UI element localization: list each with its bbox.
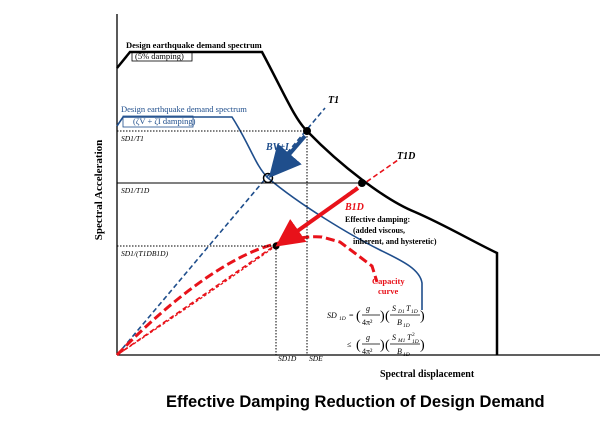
svg-text:): ) <box>420 338 425 353</box>
capacity-label-1: Capacity <box>372 276 405 286</box>
svg-text:1D: 1D <box>403 323 410 329</box>
svg-text:≤: ≤ <box>347 340 352 349</box>
demand-damped-label-box <box>122 115 194 128</box>
svg-text:1D: 1D <box>412 339 419 345</box>
svg-text:): ) <box>380 338 385 353</box>
bvi-label: BV+I <box>265 142 290 153</box>
period-line-t1d <box>116 159 399 356</box>
t1d-label: T1D <box>397 151 415 162</box>
demand-damped-title: Design earthquake demand spectrum <box>121 104 247 114</box>
sd1d-label: SD1D <box>278 354 297 363</box>
damping-note-2: (added viscous, <box>353 226 405 235</box>
bvi-arrow <box>268 134 307 179</box>
point-t1d <box>358 179 366 187</box>
demand-spectrum-damped <box>116 116 423 310</box>
damping-reduction-figure: Spectral Acceleration Spectral displacem… <box>93 14 600 380</box>
x-axis-label: Spectral displacement <box>380 369 475 380</box>
damping-note-3: inherent, and hysteretic) <box>353 237 437 246</box>
svg-text:4π²: 4π² <box>362 347 373 356</box>
svg-text:(: ( <box>385 338 390 353</box>
svg-text:T: T <box>407 333 412 342</box>
svg-text:g: g <box>366 333 370 342</box>
svg-text:T: T <box>406 304 411 313</box>
damping-note-1: Effective damping: <box>345 215 410 224</box>
sd1-t1d-b1d-label: SD1/(T1DB1D) <box>121 249 169 258</box>
sd1-t1d-label: SD1/T1D <box>121 186 150 195</box>
b1d-label: B1D <box>344 202 364 213</box>
t1-label: T1 <box>328 95 339 106</box>
svg-text:2: 2 <box>412 332 415 338</box>
svg-text:(: ( <box>356 309 361 324</box>
demand-damped-sub: (ζV + ζI damping) <box>133 116 196 126</box>
svg-text:(: ( <box>385 309 390 324</box>
svg-text:): ) <box>420 309 425 324</box>
svg-text:B: B <box>397 347 402 356</box>
svg-text:M1: M1 <box>397 338 406 344</box>
svg-text:4π²: 4π² <box>362 318 373 327</box>
svg-text:1D: 1D <box>403 352 410 358</box>
point-design <box>272 242 280 250</box>
sde-label: SDE <box>309 354 323 363</box>
sd1-t1-label: SD1/T1 <box>121 134 144 143</box>
displacement-formula: SD 1D = ( g 4π² ) ( S D1 T 1D B 1D ) ≤ (… <box>327 304 425 358</box>
demand-spectrum-5pct <box>116 50 499 355</box>
svg-text:B: B <box>397 318 402 327</box>
y-axis-label: Spectral Acceleration <box>93 140 105 241</box>
capacity-curve <box>115 235 379 357</box>
svg-text:1D: 1D <box>411 309 418 315</box>
b1d-arrow <box>275 186 360 247</box>
demand-5pct-sub: (5% damping) <box>135 51 184 61</box>
figure-caption: Effective Damping Reduction of Design De… <box>166 393 545 411</box>
demand-5pct-title: Design earthquake demand spectrum <box>126 40 262 50</box>
svg-text:g: g <box>366 304 370 313</box>
capacity-label-2: curve <box>378 286 399 296</box>
svg-text:S: S <box>392 333 396 342</box>
period-line-t1 <box>116 107 326 356</box>
svg-text:=: = <box>349 311 354 320</box>
svg-text:D1: D1 <box>397 309 405 315</box>
svg-text:): ) <box>380 309 385 324</box>
svg-text:1D: 1D <box>339 316 346 322</box>
svg-text:SD: SD <box>327 311 337 320</box>
demand-5pct-label-box <box>131 51 193 62</box>
point-t1 <box>303 127 311 135</box>
svg-text:(: ( <box>356 338 361 353</box>
svg-text:S: S <box>392 304 396 313</box>
